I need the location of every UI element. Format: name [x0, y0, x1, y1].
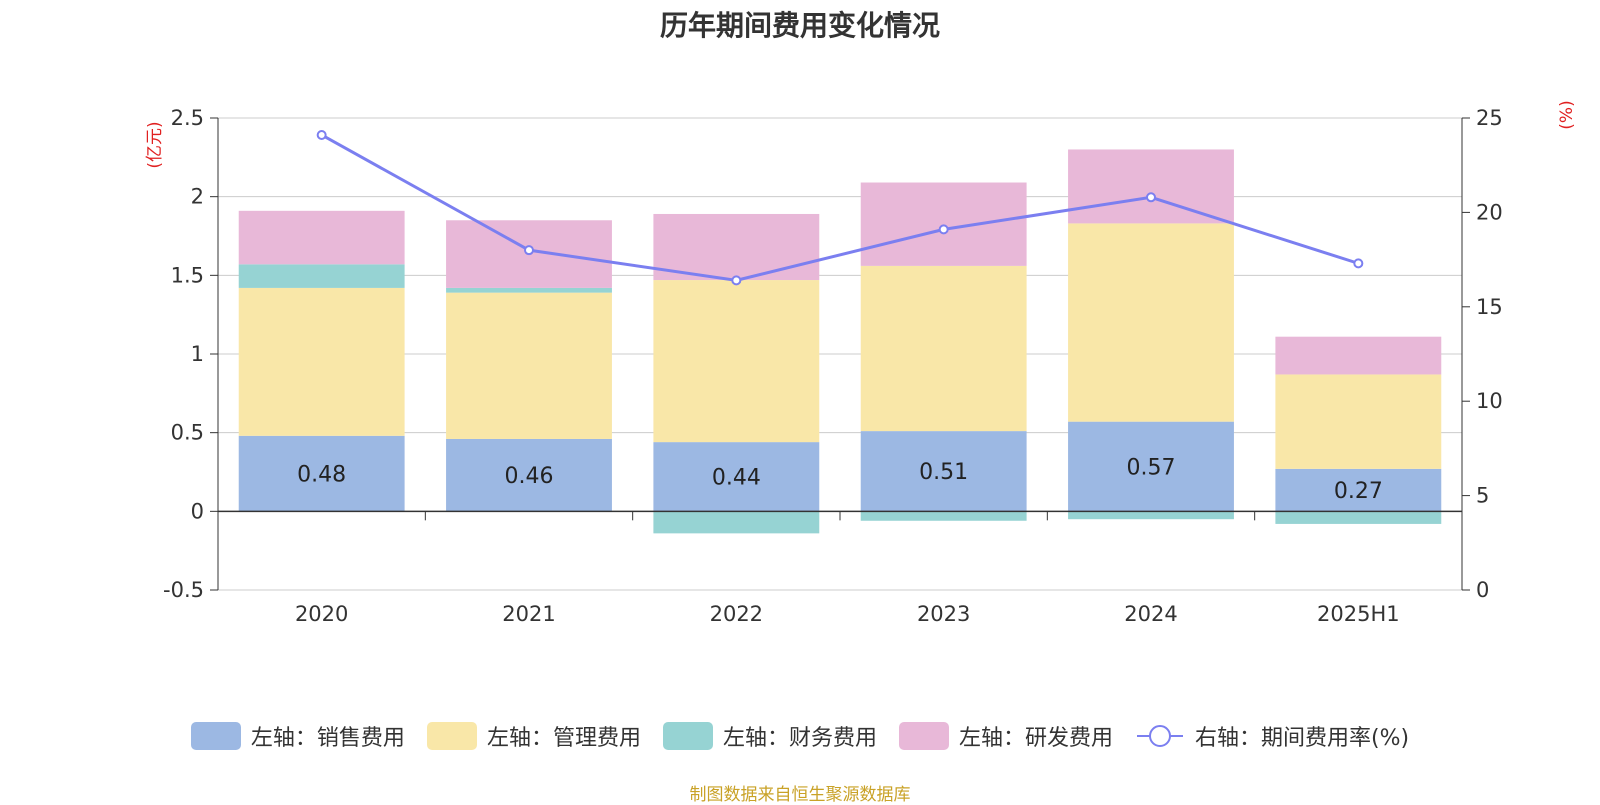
chart-title: 历年期间费用变化情况 [659, 9, 940, 42]
rate-point [1353, 258, 1364, 269]
legend-item[interactable]: 左轴：销售费用 [190, 720, 405, 752]
left-axis-tick-label: 0.5 [171, 421, 204, 445]
left-axis-tick-label: 1 [191, 342, 204, 366]
legend-swatch [662, 722, 713, 750]
x-axis-tick-label: 2025H1 [1317, 602, 1400, 626]
bar-segment [1068, 149, 1234, 224]
bar-segment [860, 265, 1027, 432]
left-axis-unit: (亿元) [145, 121, 165, 168]
right-axis-tick-label: 10 [1476, 389, 1503, 413]
legend-label: 右轴：期间费用率(%) [1194, 726, 1410, 751]
bar-segment [860, 182, 1027, 266]
right-axis-tick-label: 0 [1476, 578, 1489, 602]
bar-segment [238, 264, 405, 288]
right-axis-tick-label: 25 [1476, 106, 1503, 130]
bar-segment [653, 213, 820, 281]
legend: 左轴：销售费用 左轴：管理费用 左轴：财务费用 左轴：研发费用 右轴：期间费用率(%) [0, 720, 1600, 752]
bar-segment [1275, 511, 1442, 524]
x-axis-tick-label: 2020 [295, 602, 348, 626]
bar-segment [1068, 421, 1234, 512]
legend-item[interactable]: 右轴：期间费用率(%) [1135, 720, 1409, 752]
legend-label: 左轴：研发费用 [958, 726, 1113, 751]
legend-line-marker-icon [1136, 725, 1183, 747]
x-axis-tick-label: 2023 [917, 602, 970, 626]
source-note: 制图数据来自恒生聚源数据库 [689, 785, 911, 805]
right-axis-unit: (%) [1557, 100, 1577, 129]
bar-segment [1275, 336, 1442, 375]
bar-data-label: 0.27 [1334, 479, 1383, 504]
legend-item[interactable]: 左轴：财务费用 [662, 720, 877, 752]
legend-item[interactable]: 左轴：管理费用 [426, 720, 641, 752]
rate-point [938, 224, 949, 235]
bar-data-label: 0.57 [1127, 455, 1176, 480]
x-axis-tick-label: 2021 [502, 602, 555, 626]
bar-segment [1275, 374, 1442, 469]
legend-swatch [898, 722, 949, 750]
bar-data-label: 0.48 [297, 463, 346, 488]
bar-segment [446, 438, 612, 512]
left-axis-tick-label: 0 [191, 499, 204, 523]
x-axis-tick-label: 2022 [710, 602, 763, 626]
rate-point [524, 245, 534, 256]
right-axis-tick-label: 15 [1476, 295, 1503, 319]
line-layer [316, 129, 1364, 286]
left-axis-tick-label: 1.5 [171, 263, 204, 287]
bar-segment [238, 210, 405, 265]
rate-line [320, 133, 1359, 282]
bar-data-label: 0.51 [919, 460, 968, 485]
right-axis-tick-label: 5 [1476, 484, 1489, 508]
bar-segment [446, 292, 612, 439]
left-axis-tick-label: -0.5 [163, 578, 204, 602]
left-axis-tick-label: 2 [191, 185, 204, 209]
bar-segment [238, 435, 405, 512]
legend-label: 左轴：财务费用 [722, 726, 877, 751]
bar-segment [653, 442, 820, 512]
x-axis-tick-label: 2024 [1124, 602, 1177, 626]
bar-segment [860, 431, 1027, 512]
bar-segment [1275, 468, 1442, 512]
legend-item[interactable]: 左轴：研发费用 [898, 720, 1113, 752]
bar-segment [653, 280, 820, 443]
bar-segment [1068, 223, 1234, 422]
bar-data-label: 0.46 [505, 464, 554, 489]
bar-data-label: 0.44 [712, 466, 761, 491]
legend-swatch [190, 722, 241, 750]
rate-point [731, 275, 742, 286]
left-axis-tick-label: 2.5 [171, 106, 204, 130]
legend-label: 左轴：管理费用 [486, 726, 641, 751]
legend-swatch [426, 722, 477, 750]
rate-point [1146, 192, 1156, 203]
right-axis-tick-label: 20 [1476, 200, 1503, 224]
rate-point [316, 129, 327, 140]
label-layer: 0.48 0.46 0.44 0.51 0.57 0.27 [297, 455, 1383, 504]
bar-layer [238, 149, 1442, 534]
bar-segment [860, 511, 1027, 521]
bar-segment [446, 287, 612, 293]
bar-segment [653, 511, 820, 534]
legend-label: 左轴：销售费用 [250, 726, 405, 751]
bar-segment [238, 287, 405, 436]
grid-layer [218, 117, 1462, 591]
bar-segment [1068, 511, 1234, 520]
